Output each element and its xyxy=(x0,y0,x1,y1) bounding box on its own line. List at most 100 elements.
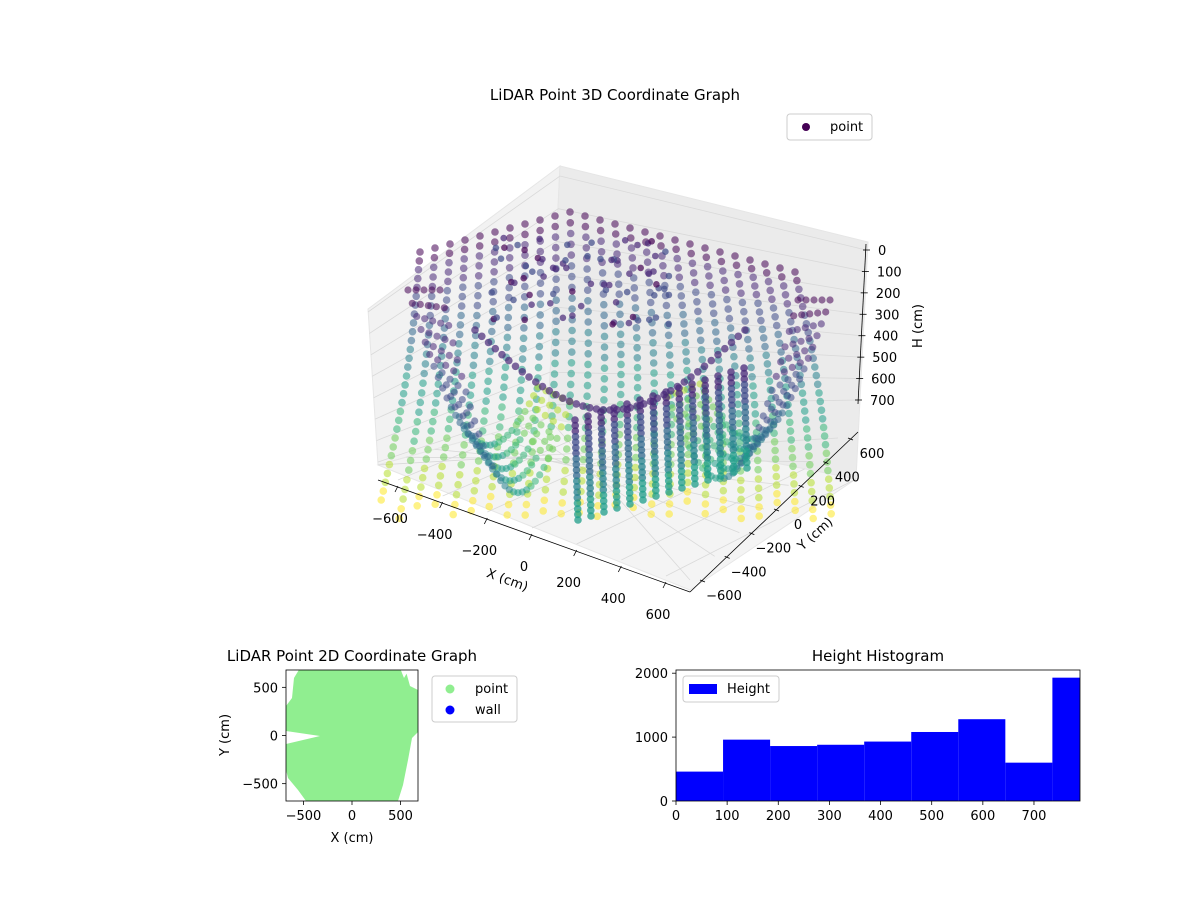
plot3d-point xyxy=(613,504,621,512)
plot3d-point xyxy=(560,477,568,486)
plot3d-point xyxy=(438,462,446,471)
plot3d-point xyxy=(617,340,625,349)
plot3d-y-tick xyxy=(749,532,755,536)
plot3d-point xyxy=(433,491,441,499)
plot3d-point xyxy=(545,428,553,436)
plot2d-legend-marker-point xyxy=(445,684,455,694)
plot3d-point xyxy=(755,308,764,316)
plot2d: LiDAR Point 2D Coordinate Graph −500 0 500… xyxy=(218,647,518,846)
plot3d-point xyxy=(533,430,541,438)
plot3d-point xyxy=(478,332,486,341)
plot3d-point xyxy=(665,351,674,359)
plot3d-point xyxy=(680,320,688,328)
plot3d-point xyxy=(750,391,758,400)
plot3d-point xyxy=(521,511,529,519)
plot3d-point xyxy=(673,254,681,263)
plot3d-point xyxy=(475,262,483,270)
plot3d-point xyxy=(798,311,806,319)
plot3d-point xyxy=(417,483,425,491)
plot3d-point xyxy=(567,251,576,259)
plot3d-point xyxy=(662,248,669,255)
plot3d-point xyxy=(649,414,658,423)
plot3d-point xyxy=(737,486,745,494)
plot3d-point xyxy=(781,343,789,351)
plot3d-point xyxy=(414,265,423,274)
plot3d-point xyxy=(797,337,805,345)
plot3d-point xyxy=(566,229,575,238)
plot3d-point xyxy=(506,224,514,232)
plot3d-point xyxy=(408,327,417,336)
histogram-bar xyxy=(864,741,912,801)
plot3d-point xyxy=(728,412,737,421)
plot3d-point xyxy=(520,274,527,282)
plot3d-x-tick-label: −600 xyxy=(372,512,408,527)
plot3d-point xyxy=(536,311,544,319)
plot3d-point xyxy=(663,421,671,430)
plot3d-y-tick-label: 0 xyxy=(794,518,802,533)
plot3d-point xyxy=(511,362,520,371)
plot3d-point xyxy=(793,276,801,285)
plot3d-point xyxy=(445,351,453,359)
plot2d-xlabel: X (cm) xyxy=(331,831,374,846)
plot3d-point xyxy=(526,291,533,299)
plot3d-point xyxy=(596,226,605,235)
plot3d-point xyxy=(802,425,811,433)
plot3d-point xyxy=(791,497,799,506)
plot3d-point xyxy=(740,386,749,395)
plot3d-point xyxy=(468,371,477,380)
plot3d-point xyxy=(504,313,513,322)
plot2d-y-tick-label: 500 xyxy=(253,681,278,696)
plot3d-point xyxy=(557,423,565,431)
plot3d-point xyxy=(701,509,709,518)
plot3d-point xyxy=(585,456,594,465)
plot3d-point xyxy=(617,350,625,359)
plot3d-point xyxy=(827,510,835,518)
plot3d-point xyxy=(663,311,671,320)
plot3d-point xyxy=(586,490,595,498)
plot3d-point xyxy=(430,362,438,370)
plot3d-point xyxy=(781,291,790,299)
plot3d-point xyxy=(675,400,684,409)
plot3d-point xyxy=(445,249,454,258)
plot3d-point xyxy=(740,380,749,389)
plot3d-point xyxy=(784,376,792,384)
plot3d-point xyxy=(488,482,496,491)
plot3d-point xyxy=(579,455,588,464)
plot3d-point xyxy=(734,332,743,341)
plot3d-point xyxy=(450,367,458,375)
plot3d-point xyxy=(757,316,765,325)
plot3d-point xyxy=(609,321,616,328)
plot3d-point xyxy=(665,341,673,350)
plot3d-point xyxy=(597,424,606,433)
plot3d-point xyxy=(600,375,609,383)
plot3d-point xyxy=(598,441,606,450)
plot3d-point xyxy=(512,421,520,429)
plot3d-point xyxy=(637,440,646,449)
plot3d-legend-marker xyxy=(802,123,810,131)
plot3d-point xyxy=(420,464,429,473)
plot3d-point xyxy=(634,241,641,249)
plot3d-point xyxy=(474,281,483,290)
plot3d-point xyxy=(779,282,788,290)
plot3d-point xyxy=(566,219,575,227)
plot3d-point xyxy=(446,375,454,383)
plot3d-point xyxy=(691,480,699,488)
plot3d-point xyxy=(633,373,642,382)
plot3d-point xyxy=(552,296,560,305)
plot3d-point xyxy=(766,286,774,295)
plot3d-point xyxy=(490,278,498,286)
plot3d-point xyxy=(690,441,698,449)
plot3d-point xyxy=(798,302,807,311)
plot3d-point xyxy=(726,324,735,332)
plot3d-point xyxy=(630,284,639,292)
plot3d-point xyxy=(588,239,595,246)
plot3d-point xyxy=(425,436,434,445)
plot3d-point xyxy=(623,405,631,414)
plot3d-point xyxy=(768,295,776,304)
plot3d-point xyxy=(473,311,481,320)
plot3d-point xyxy=(394,416,403,425)
plot3d-z-tick-label: 100 xyxy=(877,265,902,280)
plot3d-point xyxy=(551,243,560,252)
plot3d-point xyxy=(455,340,463,348)
plot3d-point xyxy=(689,408,697,416)
